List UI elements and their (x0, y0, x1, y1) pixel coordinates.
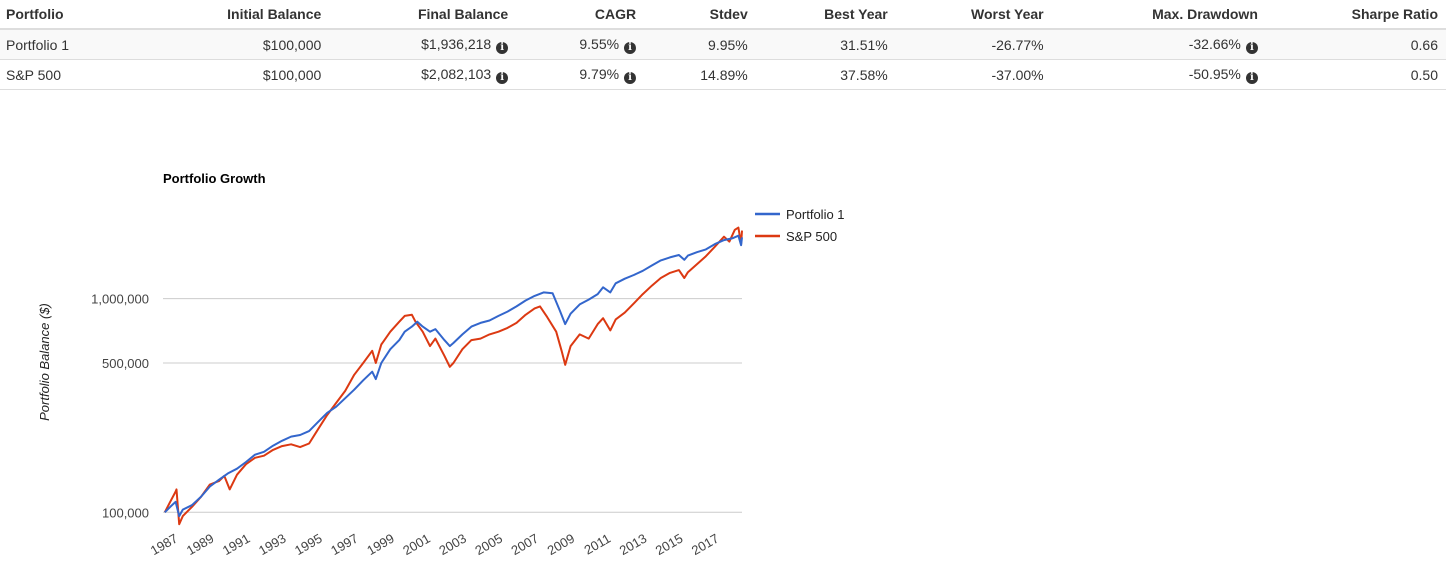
x-tick-label: 2005 (472, 531, 505, 558)
info-circle-icon[interactable]: i (624, 41, 637, 54)
cell-stdev: 14.89% (644, 59, 756, 90)
header-final-balance: Final Balance (329, 0, 517, 30)
cell-sharpe-ratio: 0.50 (1265, 59, 1446, 90)
header-sharpe-ratio: Sharpe Ratio (1265, 0, 1446, 30)
info-circle-icon[interactable]: i (496, 41, 509, 54)
cell-max-drawdown: -50.95% i (1051, 59, 1266, 90)
cell-worst-year: -26.77% (895, 28, 1052, 60)
gridlines (163, 298, 742, 513)
x-tick-label: 2003 (436, 531, 469, 558)
table-row: Portfolio 1 $100,000 $1,936,218 i 9.55% i … (0, 28, 1446, 60)
x-tick-label: 1999 (364, 531, 397, 558)
info-circle-icon[interactable]: i (624, 71, 637, 84)
info-circle-icon[interactable]: i (1245, 41, 1258, 54)
x-axis-ticks: 1987 1989 1991 1993 1995 1997 1999 2001 2003 2005… (148, 531, 722, 558)
cell-best-year: 37.58% (755, 59, 896, 90)
x-tick-label: 1997 (328, 531, 361, 558)
y-tick-label: 100,000 (102, 505, 149, 520)
cell-portfolio-name: Portfolio 1 (0, 28, 136, 60)
x-tick-label: 2017 (689, 531, 722, 558)
cell-portfolio-name: S&P 500 (0, 59, 136, 90)
chart-title: Portfolio Growth (163, 171, 266, 186)
table-row: S&P 500 $100,000 $2,082,103 i 9.79% i 14.8… (0, 59, 1446, 90)
cell-best-year: 31.51% (755, 28, 896, 60)
cell-final-balance: $2,082,103 i (329, 59, 517, 90)
series-line-2 (163, 226, 743, 526)
cell-cagr: 9.79% i (516, 59, 645, 90)
cell-initial-balance: $100,000 (135, 59, 330, 90)
x-tick-label: 1995 (292, 531, 325, 558)
y-axis-label: Portfolio Balance ($) (37, 303, 52, 421)
legend: Portfolio 1 S&P 500 (755, 207, 845, 244)
legend-label: Portfolio 1 (786, 207, 845, 222)
cagr-value: 9.55% (579, 35, 620, 52)
x-tick-label: 1991 (220, 531, 253, 558)
header-cagr: CAGR (516, 0, 645, 30)
x-tick-label: 1989 (184, 531, 217, 558)
max-drawdown-value: -32.66% (1188, 35, 1241, 52)
cell-final-balance: $1,936,218 i (329, 28, 517, 60)
cell-sharpe-ratio: 0.66 (1265, 28, 1446, 60)
header-worst-year: Worst Year (895, 0, 1052, 30)
legend-label: S&P 500 (786, 229, 837, 244)
max-drawdown-value: -50.95% (1188, 65, 1241, 82)
final-balance-value: $2,082,103 (421, 65, 492, 82)
y-axis-ticks: 100,000 500,000 1,000,000 (91, 292, 149, 521)
portfolio-growth-chart: Portfolio Growth Portfolio Balance ($) 1… (37, 171, 845, 558)
x-tick-label: 2013 (617, 531, 650, 558)
cell-max-drawdown: -32.66% i (1051, 28, 1266, 60)
cell-worst-year: -37.00% (895, 59, 1052, 90)
series-line-1 (164, 234, 743, 518)
header-initial-balance: Initial Balance (135, 0, 330, 30)
x-tick-label: 1987 (148, 531, 181, 558)
header-stdev: Stdev (644, 0, 756, 30)
x-tick-label: 2011 (581, 531, 613, 558)
x-tick-label: 2015 (653, 531, 686, 558)
cagr-value: 9.79% (579, 65, 620, 82)
header-portfolio: Portfolio (0, 0, 136, 30)
table-header-row: Portfolio Initial Balance Final Balance … (0, 0, 1446, 30)
series-lines (163, 226, 743, 526)
final-balance-value: $1,936,218 (421, 35, 492, 52)
y-tick-label: 1,000,000 (91, 292, 149, 307)
x-tick-label: 2009 (545, 531, 578, 558)
header-best-year: Best Year (755, 0, 896, 30)
cell-cagr: 9.55% i (516, 28, 645, 60)
x-tick-label: 2007 (509, 531, 542, 558)
cell-stdev: 9.95% (644, 28, 756, 60)
info-circle-icon[interactable]: i (496, 71, 509, 84)
results-table: Portfolio Initial Balance Final Balance … (0, 0, 1446, 90)
x-tick-label: 1993 (256, 531, 289, 558)
header-max-drawdown: Max. Drawdown (1051, 0, 1266, 30)
y-tick-label: 500,000 (102, 356, 149, 371)
x-tick-label: 2001 (400, 531, 433, 558)
info-circle-icon[interactable]: i (1245, 71, 1258, 84)
cell-initial-balance: $100,000 (135, 28, 330, 60)
